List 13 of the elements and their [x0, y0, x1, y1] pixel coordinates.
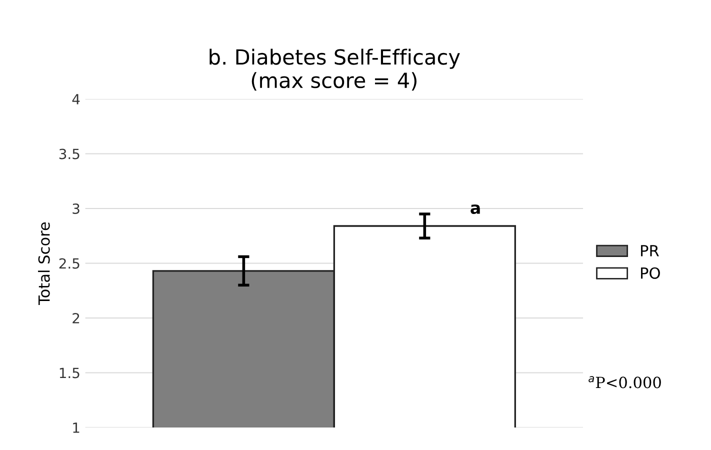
annotation: a — [470, 204, 480, 214]
chart-title: b. Diabetes Self-Efficacy (max score = 4) — [210, 48, 460, 91]
legend-label: PO — [641, 267, 660, 279]
y-tick-label: 1.5 — [60, 368, 80, 378]
legend-label: PR — [641, 245, 659, 256]
y-tick-label: 4 — [72, 94, 80, 104]
y-tick-label: 1 — [73, 422, 80, 433]
y-tick-label: 2.5 — [59, 258, 80, 269]
y-axis-title: Total Score — [38, 222, 50, 305]
y-tick-label: 3 — [72, 203, 80, 214]
y-tick-label: 2 — [72, 312, 80, 324]
y-tick-label: 3.5 — [59, 148, 80, 160]
text: $^{a}$P<0.000 — [588, 376, 661, 388]
